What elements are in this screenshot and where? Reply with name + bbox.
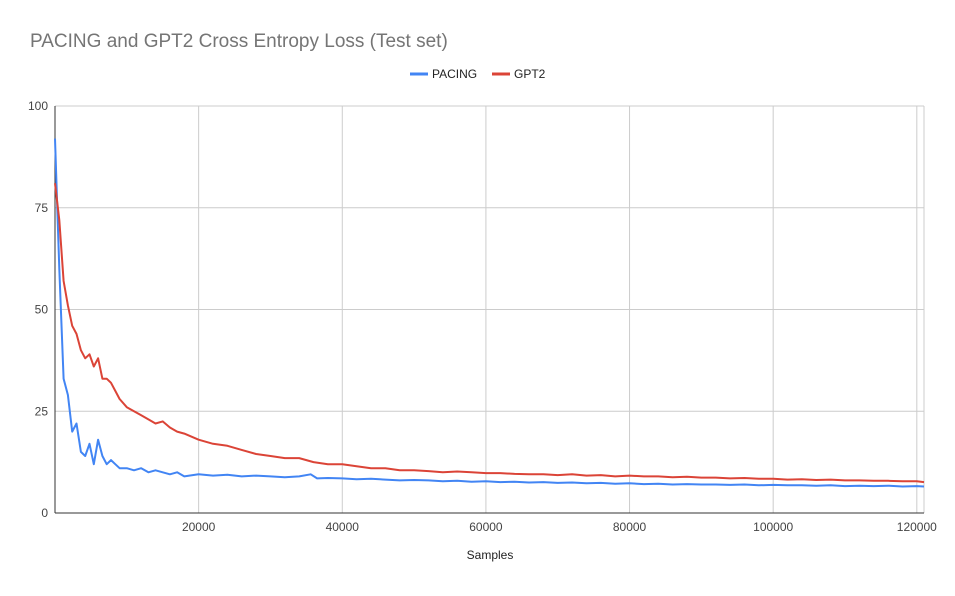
- legend-label-pacing: PACING: [432, 67, 477, 81]
- y-tick-label: 25: [35, 404, 49, 418]
- chart-title: PACING and GPT2 Cross Entropy Loss (Test…: [30, 31, 448, 52]
- legend-label-gpt2: GPT2: [514, 67, 546, 81]
- x-tick-label: 80000: [613, 520, 647, 534]
- y-tick-label: 0: [41, 506, 48, 520]
- y-tick-label: 100: [28, 99, 48, 113]
- x-axis-label: Samples: [467, 548, 514, 562]
- gridlines: [55, 105, 925, 513]
- series-lines: [54, 138, 925, 488]
- x-tick-label: 20000: [182, 520, 216, 534]
- x-tick-label: 120000: [897, 520, 937, 534]
- x-tick-label: 100000: [753, 520, 793, 534]
- series-line-pacing: [54, 138, 925, 488]
- axes: 0 25 50 75 100 20000 40000 60000 80000 100000 1200…: [28, 99, 937, 534]
- x-tick-label: 40000: [326, 520, 360, 534]
- y-tick-label: 50: [35, 303, 49, 317]
- legend: PACING GPT2: [410, 67, 546, 81]
- x-tick-label: 60000: [469, 520, 503, 534]
- series-line-gpt2: [54, 183, 925, 484]
- y-tick-label: 75: [35, 201, 49, 215]
